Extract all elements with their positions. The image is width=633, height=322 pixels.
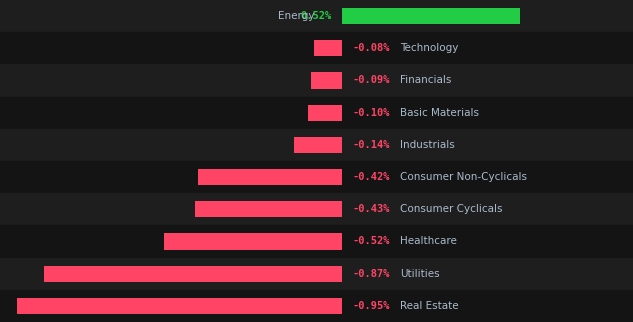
- Bar: [0, 193, 633, 225]
- Text: 0.52%: 0.52%: [300, 11, 332, 21]
- Bar: [294, 137, 342, 153]
- Text: Energy: Energy: [278, 11, 315, 21]
- Text: -0.95%: -0.95%: [352, 301, 389, 311]
- Bar: [0, 0, 633, 32]
- Bar: [315, 40, 342, 56]
- Text: -0.87%: -0.87%: [352, 269, 389, 279]
- Bar: [44, 266, 342, 282]
- Bar: [342, 8, 520, 24]
- Text: -0.09%: -0.09%: [352, 75, 389, 86]
- Text: -0.10%: -0.10%: [352, 108, 389, 118]
- Text: -0.42%: -0.42%: [352, 172, 389, 182]
- Bar: [195, 201, 342, 217]
- Bar: [0, 161, 633, 193]
- Text: Consumer Non-Cyclicals: Consumer Non-Cyclicals: [400, 172, 527, 182]
- Bar: [198, 169, 342, 185]
- Bar: [0, 290, 633, 322]
- Text: Financials: Financials: [400, 75, 451, 86]
- Text: -0.14%: -0.14%: [352, 140, 389, 150]
- Bar: [0, 225, 633, 258]
- Bar: [0, 129, 633, 161]
- Bar: [0, 32, 633, 64]
- Text: Consumer Cyclicals: Consumer Cyclicals: [400, 204, 503, 214]
- Bar: [311, 72, 342, 89]
- Text: Utilities: Utilities: [400, 269, 439, 279]
- Text: -0.52%: -0.52%: [352, 236, 389, 247]
- Bar: [0, 64, 633, 97]
- Text: Real Estate: Real Estate: [400, 301, 459, 311]
- Text: Healthcare: Healthcare: [400, 236, 457, 247]
- Text: -0.08%: -0.08%: [352, 43, 389, 53]
- Text: Technology: Technology: [400, 43, 458, 53]
- Bar: [308, 105, 342, 121]
- Text: -0.43%: -0.43%: [352, 204, 389, 214]
- Bar: [16, 298, 342, 314]
- Bar: [0, 97, 633, 129]
- Text: Industrials: Industrials: [400, 140, 454, 150]
- Bar: [0, 258, 633, 290]
- Bar: [164, 233, 342, 250]
- Text: Basic Materials: Basic Materials: [400, 108, 479, 118]
